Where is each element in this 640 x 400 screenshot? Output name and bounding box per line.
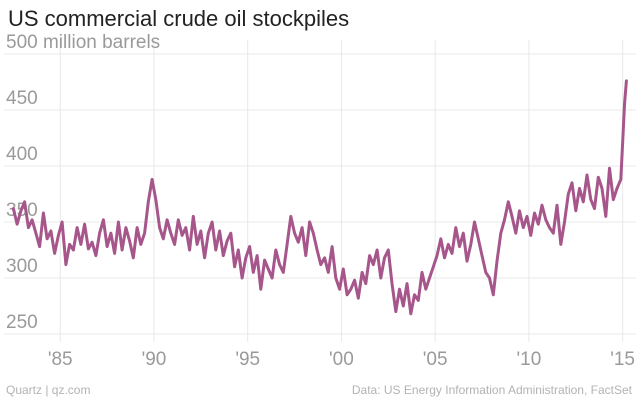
source-credit: Quartz | qz.com [6, 383, 91, 397]
x-tick-label: '85 [48, 349, 73, 370]
x-tick-label: '10 [517, 349, 542, 370]
series-line-crude-stockpiles [11, 79, 628, 316]
x-tick-label: '00 [329, 349, 354, 370]
x-tick-label: '05 [423, 349, 448, 370]
x-tick-label: '15 [610, 349, 635, 370]
grid-lines [4, 40, 636, 342]
x-axis-tick-labels: '85 '90 '95 '00 '05 '10 '15 [48, 349, 635, 370]
y-tick-label: 450 [6, 88, 38, 109]
x-tick-label: '90 [142, 349, 167, 370]
y-tick-label: 300 [6, 256, 38, 277]
y-tick-label: 400 [6, 144, 38, 165]
y-tick-label: 500 million barrels [6, 32, 160, 53]
data-source-note: Data: US Energy Information Administrati… [351, 383, 632, 397]
chart-title: US commercial crude oil stockpiles [8, 6, 350, 31]
x-tick-label: '95 [235, 349, 260, 370]
y-tick-label: 250 [6, 312, 38, 333]
